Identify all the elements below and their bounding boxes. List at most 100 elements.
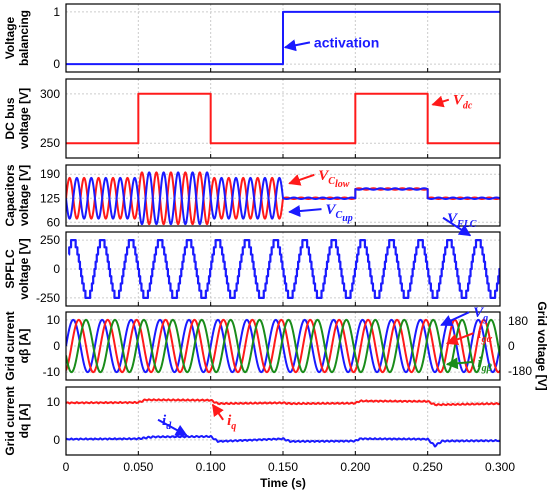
y-axis-label: DC bus	[3, 97, 17, 139]
annotation-arrow	[431, 95, 450, 108]
y-right-tick-label: -180	[508, 364, 532, 378]
annotation-symbol: V	[447, 211, 459, 227]
y-right-tick-label: 0	[508, 339, 515, 353]
y-axis-label: SPFLC	[3, 249, 17, 289]
x-tick-label: 0.200	[340, 460, 370, 474]
y-tick-label: 0	[53, 57, 60, 71]
series-line-i-g-	[66, 318, 500, 374]
x-axis: 0 0.050 0.100 0.150 0.200 0.250 0.300	[63, 460, 516, 474]
series-group	[66, 171, 500, 226]
y-right-axis-label: Grid voltage [V]	[535, 301, 549, 390]
x-tick-label: 0.150	[268, 460, 298, 474]
series-group	[66, 398, 500, 448]
annotation-arrow	[445, 357, 474, 370]
y-tick-label: 190	[40, 167, 60, 181]
panels: 0 1 Voltage balancing activation 250 300 DC bus…	[3, 3, 549, 456]
annotation-symbol: V	[453, 93, 465, 109]
annotation-subscript: dc	[463, 101, 473, 112]
series-line-v-cup	[66, 171, 500, 226]
x-axis-label: Time (s)	[260, 476, 306, 490]
y-tick-label: 1	[53, 5, 60, 19]
annotation-arrow	[157, 418, 188, 437]
series-group	[66, 10, 500, 66]
y-tick-label: -250	[36, 291, 60, 305]
annotation-label: id	[162, 413, 172, 432]
annotation-arrow	[442, 216, 472, 237]
x-tick-label: 0.050	[123, 460, 153, 474]
annotation-label: Vdc	[453, 93, 473, 112]
panel-5: 10 0 -10 180 0 -180 Grid voltage [V] Grid curre…	[3, 301, 549, 390]
annotation-arrow	[283, 39, 311, 52]
series-line-i-d	[66, 398, 500, 407]
annotation-symbol: i	[477, 355, 482, 371]
y-axis-label: Grid current	[3, 311, 17, 380]
series-line-v-g	[66, 318, 500, 374]
y-tick-label: 0	[53, 262, 60, 276]
annotation-symbol: V	[326, 202, 338, 218]
annotation-subsubscript: up	[342, 213, 353, 224]
series-line-0	[66, 92, 500, 145]
series-line-i-q	[66, 434, 500, 448]
annotation-subscript: g	[482, 313, 488, 324]
y-tick-label: 250	[40, 136, 60, 150]
y-tick-label: 250	[40, 233, 60, 247]
y-tick-label: 10	[47, 395, 61, 409]
series-group	[67, 238, 500, 300]
y-tick-label: 300	[40, 87, 60, 101]
annotation-arrow	[288, 205, 322, 217]
annotation-label: VFLC	[447, 211, 477, 230]
annotation-symbol: i	[477, 326, 482, 342]
y-axis-label: Capacitors	[3, 164, 17, 226]
annotation-symbol: i	[162, 413, 167, 429]
annotation-label: VClow	[318, 168, 349, 190]
panel-2: 250 300 DC bus voltage [V] Vdc	[3, 78, 501, 159]
y-tick-label: 0	[53, 339, 60, 353]
annotation-subscript: d	[166, 421, 172, 432]
annotation-label: iq	[227, 413, 236, 432]
series-line-v-flc	[67, 238, 500, 300]
annotation-symbol: V	[473, 305, 485, 321]
annotation-label: igβ	[477, 355, 492, 374]
series-line-i-g-	[66, 318, 500, 374]
annotation-subsubscript: low	[335, 179, 350, 190]
annotation-arrow	[445, 332, 474, 346]
panel-1: 0 1 Voltage balancing activation	[3, 3, 501, 73]
annotation-subscript: gα	[481, 334, 493, 345]
annotation-subscript: C	[336, 210, 343, 221]
y-axis-label: dq [A]	[17, 404, 31, 439]
x-tick-label: 0.250	[413, 460, 443, 474]
series-group	[66, 318, 500, 374]
annotation-symbol: i	[227, 413, 232, 429]
series-group	[66, 92, 500, 145]
y-right-tick-label: 180	[508, 314, 528, 328]
annotation-label: activation	[314, 34, 379, 50]
annotation-label: igα	[477, 326, 492, 345]
y-tick-label: 10	[47, 313, 61, 327]
x-tick-label: 0.300	[485, 460, 515, 474]
annotation-arrow	[288, 173, 315, 186]
y-axis-label: αβ [A]	[17, 329, 31, 364]
annotation-symbol: V	[318, 168, 330, 184]
y-tick-label: 125	[40, 191, 60, 205]
x-tick-label: 0	[63, 460, 70, 474]
annotation-subscript: C	[328, 176, 335, 187]
y-tick-label: 0	[53, 433, 60, 447]
y-tick-label: 60	[47, 215, 61, 229]
y-axis-label: Voltage	[3, 16, 17, 59]
annotation-label: VCup	[326, 202, 353, 224]
y-axis-label: voltage [V]	[17, 165, 31, 226]
annotation-subscript: FLC	[456, 219, 477, 230]
series-line-0	[66, 10, 500, 66]
panel-frame	[65, 78, 501, 159]
y-axis-label: balancing	[17, 10, 31, 66]
annotation-arrow	[440, 311, 470, 326]
annotation-subscript: gβ	[481, 363, 493, 374]
y-axis-label: voltage [V]	[17, 238, 31, 299]
y-axis-label: Grid current	[3, 386, 17, 455]
annotation-subscript: q	[231, 421, 236, 432]
annotation-label: Vg	[473, 305, 488, 324]
panel-4: 250 0 -250 SPFLC voltage [V] VFLC	[3, 211, 501, 307]
